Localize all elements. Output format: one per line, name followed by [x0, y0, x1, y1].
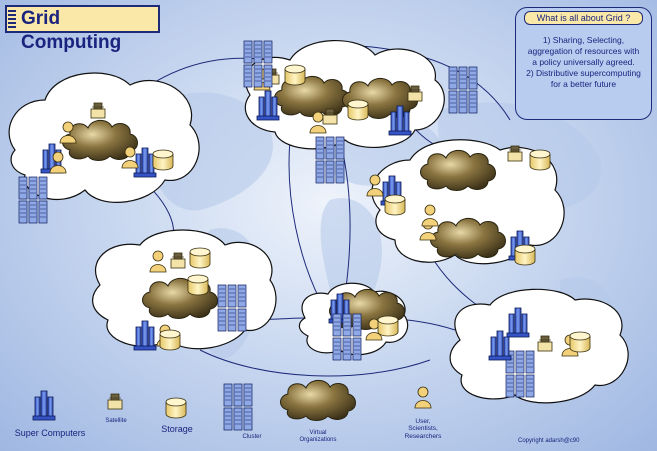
- title-box: Grid Computing: [5, 5, 160, 53]
- spiral-binding-icon: [8, 10, 16, 30]
- page-title: Grid Computing: [21, 8, 122, 53]
- legend-label-vo-line: Organizations: [299, 436, 337, 443]
- info-line: 2) Distributive supercomputing: [526, 68, 641, 78]
- legend-label-cluster: Cluster: [242, 434, 262, 440]
- info-line: a policy universally agreed.: [532, 57, 635, 67]
- info-box: What is all about Grid ? 1) Sharing, Sel…: [515, 7, 652, 120]
- legend-label-vo-line: Virtual: [309, 430, 327, 436]
- legend-label-users-line: Researchers: [404, 432, 442, 440]
- info-line: for a better future: [550, 79, 617, 89]
- legend-label-users: User, Scientists, Researchers: [398, 418, 448, 440]
- legend-icons: [32, 379, 432, 430]
- legend-cluster-icon: [224, 384, 252, 430]
- copyright-text: Copyright adarsh@c90: [518, 438, 580, 444]
- legend-super-computer-icon: [32, 390, 56, 421]
- legend-label-virtual-organizations: Virtual Organizations: [288, 430, 348, 444]
- info-line: aggregation of resources with: [527, 46, 640, 56]
- legend-label-super-computers: Super Computers: [14, 428, 86, 438]
- legend-label-users-line: User,: [415, 418, 431, 425]
- legend-label-users-line: Scientists,: [408, 425, 438, 433]
- legend-label-satellite: Satellite: [105, 418, 127, 424]
- legend-label-storage: Storage: [161, 424, 193, 434]
- info-line: 1) Sharing, Selecting,: [542, 35, 625, 45]
- legend-storage-icon: [165, 397, 187, 419]
- info-body: 1) Sharing, Selecting, aggregation of re…: [516, 35, 651, 90]
- info-heading: What is all about Grid ?: [524, 11, 643, 25]
- legend-satellite-icon: [107, 393, 123, 410]
- cloud-right: [371, 139, 565, 265]
- legend-user-icon: [414, 386, 432, 409]
- legend-virtual-organization-icon: [280, 379, 356, 421]
